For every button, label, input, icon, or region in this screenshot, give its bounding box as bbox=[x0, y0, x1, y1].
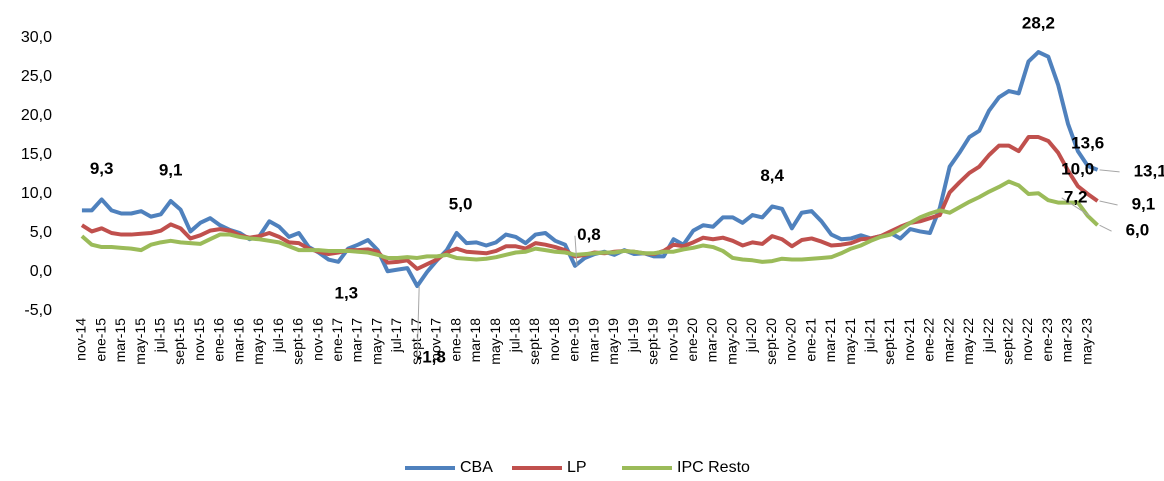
leader-line bbox=[1061, 197, 1090, 217]
x-tick-label: jul-21 bbox=[861, 318, 877, 353]
x-tick-label: ene-23 bbox=[1039, 318, 1055, 362]
x-tick-label: sept-15 bbox=[171, 318, 187, 365]
x-tick-label: may-16 bbox=[250, 318, 266, 365]
x-tick-label: may-20 bbox=[723, 318, 739, 365]
x-tick-label: ene-20 bbox=[684, 318, 700, 362]
value-label: 5,0 bbox=[449, 194, 473, 213]
y-tick-label: 25,0 bbox=[21, 68, 52, 85]
value-label: 28,2 bbox=[1022, 14, 1055, 33]
value-label: 13,1 bbox=[1134, 161, 1164, 180]
legend-label: LP bbox=[567, 459, 587, 476]
y-tick-label: 30,0 bbox=[21, 29, 52, 46]
x-tick-label: nov-14 bbox=[73, 318, 89, 361]
x-tick-label: mar-15 bbox=[112, 318, 128, 363]
x-tick-label: sept-22 bbox=[1000, 318, 1016, 365]
x-tick-label: nov-20 bbox=[783, 318, 799, 361]
y-tick-label: 15,0 bbox=[21, 146, 52, 163]
value-label: 9,3 bbox=[90, 159, 114, 178]
x-tick-label: jul-19 bbox=[625, 318, 641, 353]
x-tick-label: sept-20 bbox=[763, 318, 779, 365]
value-label: 6,0 bbox=[1126, 221, 1150, 240]
leader-line bbox=[1099, 200, 1118, 206]
leader-line bbox=[1099, 169, 1120, 173]
value-label: 9,1 bbox=[159, 161, 183, 180]
leader-line bbox=[1099, 224, 1112, 232]
x-tick-label: ene-18 bbox=[447, 318, 463, 362]
value-label: 9,1 bbox=[1132, 195, 1156, 214]
value-label: 10,0 bbox=[1061, 159, 1094, 178]
x-tick-label: ene-17 bbox=[329, 318, 345, 362]
value-label: 8,4 bbox=[760, 166, 784, 185]
x-tick-label: sept-21 bbox=[881, 318, 897, 365]
x-tick-label: may-22 bbox=[960, 318, 976, 365]
x-tick-label: nov-15 bbox=[191, 318, 207, 361]
x-tick-label: jul-20 bbox=[743, 318, 759, 353]
leader-line bbox=[416, 286, 420, 359]
legend-label: CBA bbox=[460, 459, 493, 476]
x-tick-label: ene-15 bbox=[92, 318, 108, 362]
x-tick-label: may-15 bbox=[132, 318, 148, 365]
x-tick-label: mar-18 bbox=[467, 318, 483, 363]
x-tick-label: may-19 bbox=[605, 318, 621, 365]
x-tick-label: sept-18 bbox=[526, 318, 542, 365]
x-tick-label: nov-16 bbox=[309, 318, 325, 361]
x-tick-label: nov-17 bbox=[428, 318, 444, 361]
x-tick-label: sept-17 bbox=[408, 318, 424, 365]
y-tick-label: -5,0 bbox=[24, 302, 52, 319]
x-tick-label: may-23 bbox=[1078, 318, 1094, 365]
x-tick-label: nov-18 bbox=[546, 318, 562, 361]
series-line bbox=[80, 179, 1099, 264]
x-tick-label: jul-17 bbox=[388, 318, 404, 353]
x-tick-label: ene-16 bbox=[211, 318, 227, 362]
x-tick-label: may-21 bbox=[842, 318, 858, 365]
leader-line bbox=[574, 235, 578, 266]
x-tick-label: sept-16 bbox=[290, 318, 306, 365]
x-tick-label: ene-21 bbox=[802, 318, 818, 362]
y-tick-label: 10,0 bbox=[21, 185, 52, 202]
value-label: 1,3 bbox=[334, 283, 358, 302]
x-tick-label: jul-16 bbox=[270, 318, 286, 353]
x-tick-label: jul-15 bbox=[152, 318, 168, 353]
series-line bbox=[80, 135, 1099, 271]
x-tick-label: jul-22 bbox=[980, 318, 996, 353]
x-tick-label: mar-16 bbox=[230, 318, 246, 363]
value-label: 7,2 bbox=[1064, 187, 1088, 206]
x-tick-label: sept-19 bbox=[645, 318, 661, 365]
x-tick-label: mar-20 bbox=[704, 318, 720, 363]
x-tick-label: mar-23 bbox=[1059, 318, 1075, 363]
x-tick-label: nov-22 bbox=[1019, 318, 1035, 361]
x-tick-label: mar-17 bbox=[349, 318, 365, 363]
value-label: 13,6 bbox=[1071, 133, 1104, 152]
legend-label: IPC Resto bbox=[677, 459, 750, 476]
y-tick-label: 20,0 bbox=[21, 107, 52, 124]
value-label: 0,8 bbox=[577, 225, 601, 244]
x-tick-label: mar-21 bbox=[822, 318, 838, 363]
x-tick-label: nov-19 bbox=[664, 318, 680, 361]
y-tick-label: 0,0 bbox=[30, 263, 52, 280]
value-label: -1,8 bbox=[417, 348, 446, 367]
y-tick-label: 5,0 bbox=[30, 224, 52, 241]
x-tick-label: jul-18 bbox=[506, 318, 522, 353]
x-tick-label: may-17 bbox=[368, 318, 384, 365]
x-tick-label: mar-19 bbox=[585, 318, 601, 363]
x-tick-label: mar-22 bbox=[940, 318, 956, 363]
x-tick-label: ene-22 bbox=[921, 318, 937, 362]
series-line bbox=[81, 50, 1099, 289]
x-tick-label: nov-21 bbox=[901, 318, 917, 361]
x-tick-label: may-18 bbox=[487, 318, 503, 365]
x-tick-label: ene-19 bbox=[566, 318, 582, 362]
